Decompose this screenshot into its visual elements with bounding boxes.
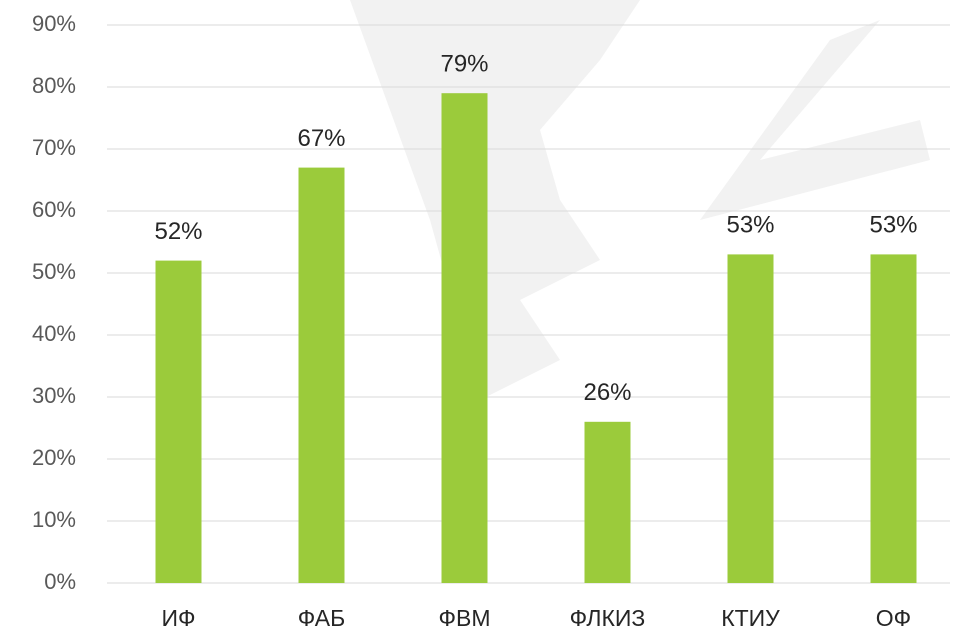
bar: [441, 93, 488, 583]
x-tick-label: ОФ: [876, 605, 911, 631]
y-tick-label: 90%: [32, 11, 76, 36]
bar: [298, 167, 345, 583]
y-tick-label: 80%: [32, 73, 76, 98]
y-tick-label: 70%: [32, 135, 76, 160]
x-tick-label: ИФ: [161, 605, 195, 631]
bar: [870, 254, 917, 583]
watermark: [350, 0, 930, 400]
value-label: 67%: [297, 125, 345, 152]
y-tick-label: 50%: [32, 259, 76, 284]
value-label: 79%: [440, 51, 488, 78]
x-tick-label: КТИУ: [721, 605, 780, 631]
y-tick-label: 0%: [44, 569, 76, 594]
value-label: 26%: [583, 379, 631, 406]
bar: [584, 421, 631, 583]
y-tick-label: 40%: [32, 321, 76, 346]
value-label: 53%: [726, 212, 774, 239]
x-tick-label: ФАБ: [298, 605, 345, 631]
value-label: 52%: [154, 218, 202, 245]
bar: [727, 254, 774, 583]
y-tick-label: 30%: [32, 383, 76, 408]
y-tick-label: 20%: [32, 445, 76, 470]
x-tick-label: ФЛКИЗ: [570, 605, 646, 631]
value-label: 53%: [869, 212, 917, 239]
watermark-shape: [700, 20, 930, 220]
watermark-shape: [350, 0, 640, 400]
y-tick-label: 60%: [32, 197, 76, 222]
bar: [155, 260, 202, 583]
x-tick-label: ФВМ: [439, 605, 491, 631]
y-tick-label: 10%: [32, 507, 76, 532]
